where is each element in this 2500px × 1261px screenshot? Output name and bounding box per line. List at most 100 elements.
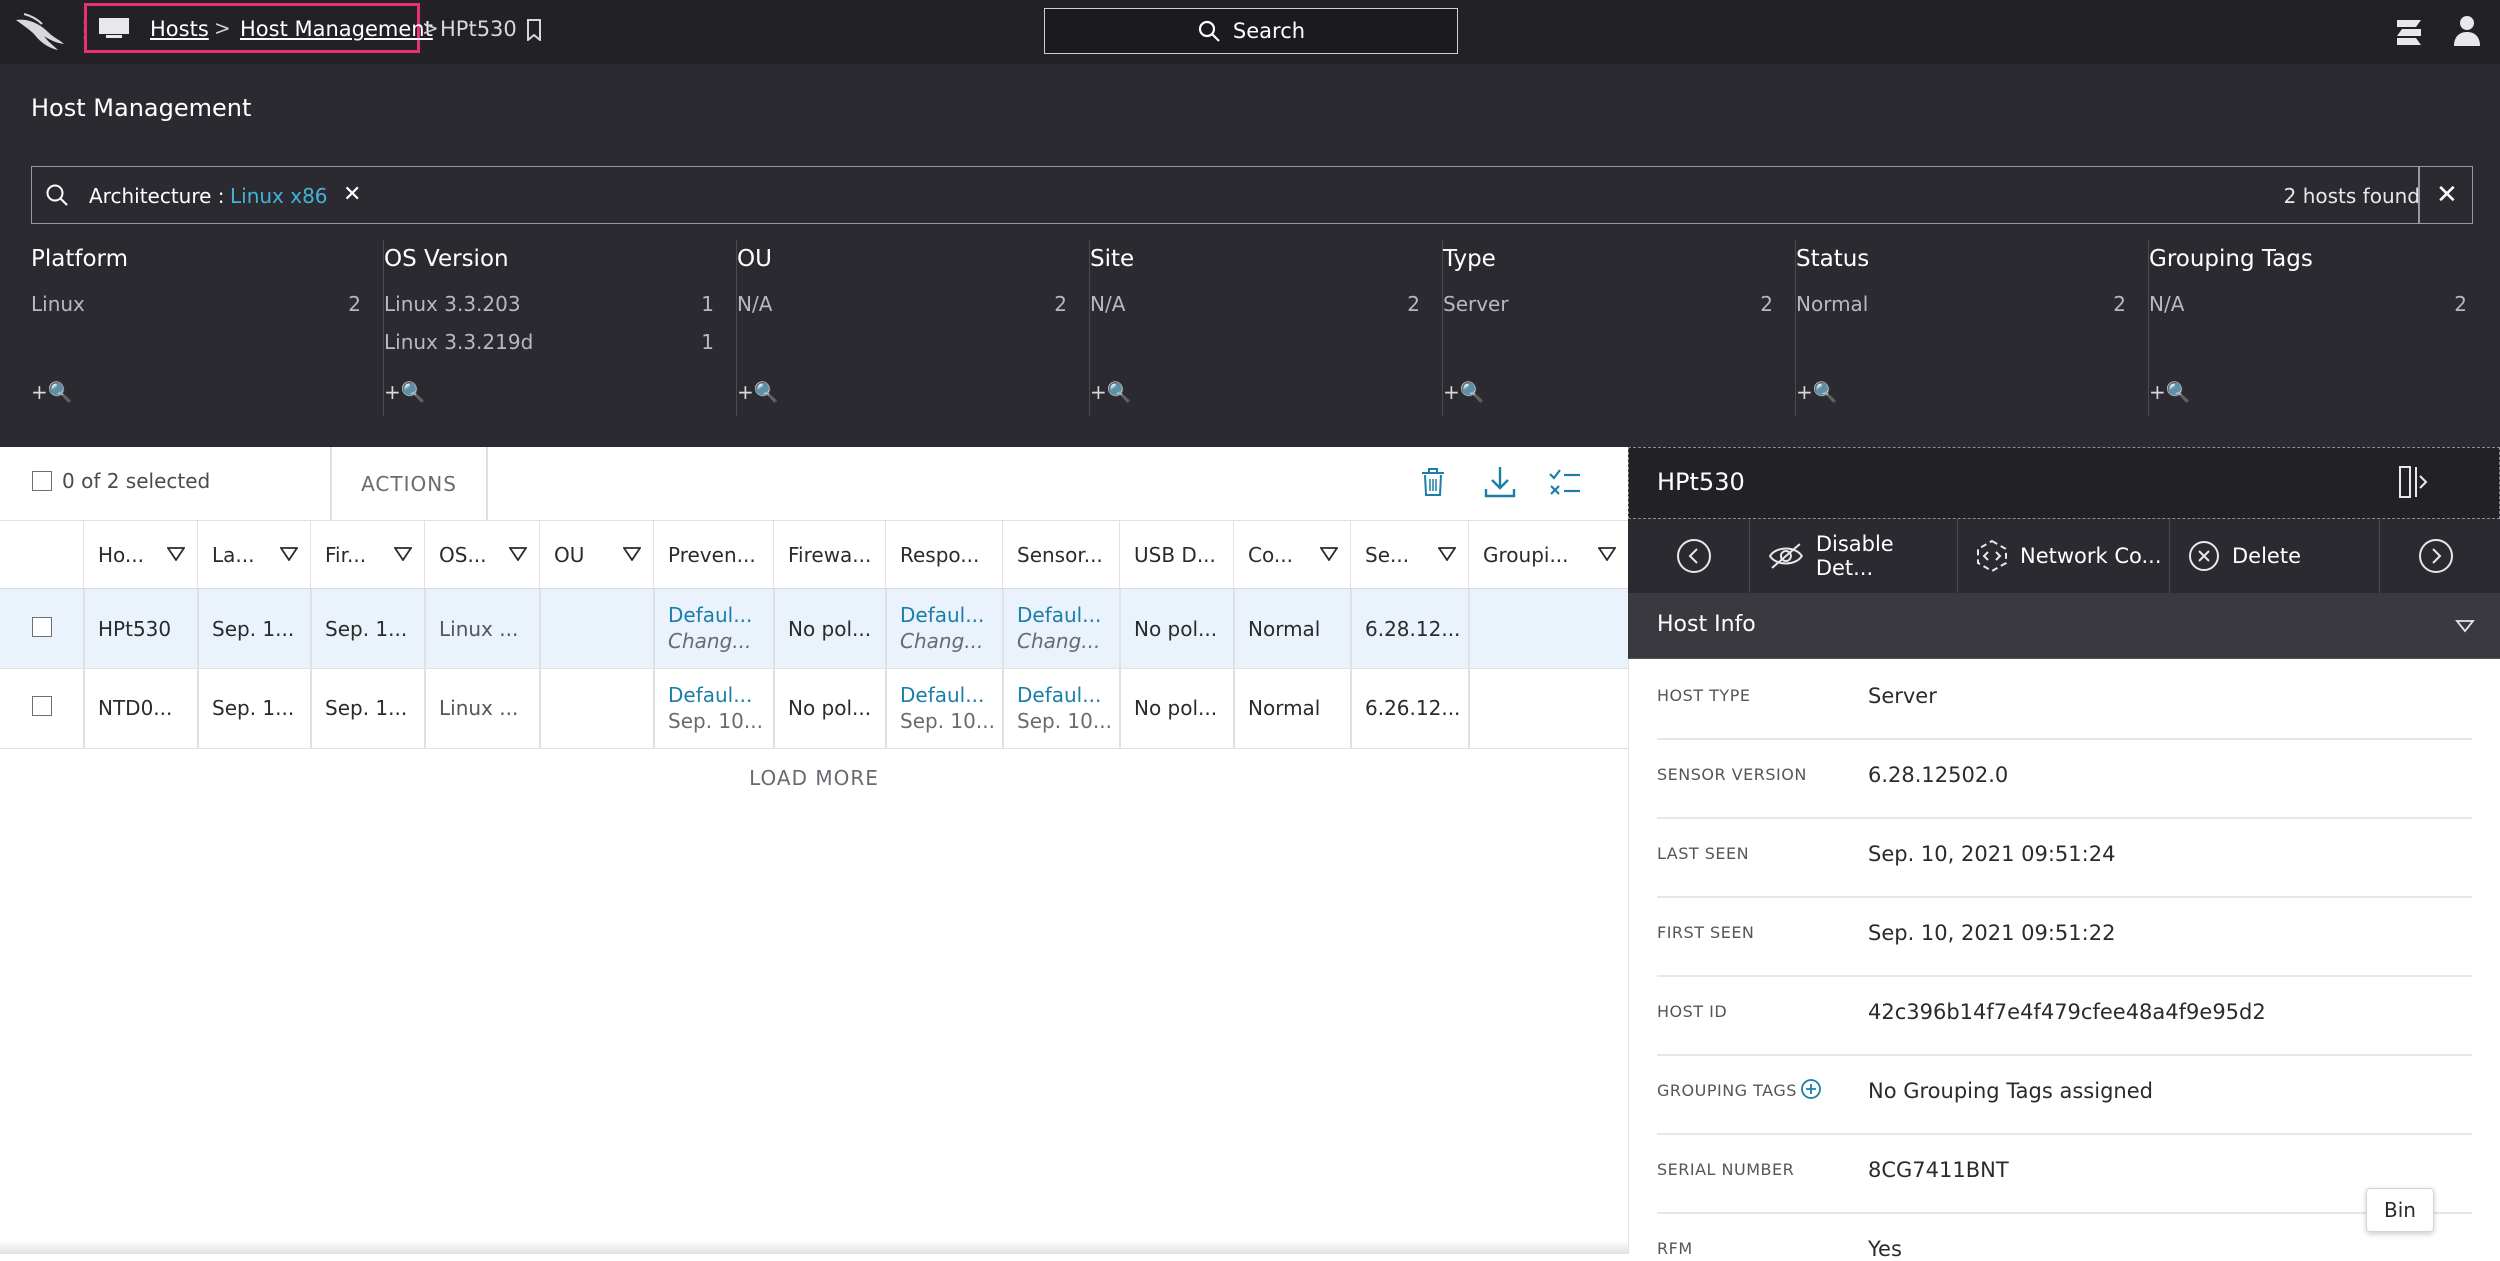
network-contain-button[interactable]: Network Co... xyxy=(1958,519,2170,593)
facet-add-icon[interactable]: +🔍 xyxy=(2149,380,2191,404)
host-info-section-header[interactable] xyxy=(1628,593,2500,659)
cell-sensor-version: 6.26.12... xyxy=(1365,696,1461,720)
breadcrumb-highlight xyxy=(84,3,420,53)
breadcrumb-current: HPt530 xyxy=(440,17,517,41)
cell-os-version: Linux ... xyxy=(439,696,519,720)
cell-hostname[interactable]: NTD0... xyxy=(98,696,173,720)
panel-toggle-icon[interactable] xyxy=(2398,464,2428,500)
facet-add-icon[interactable]: +🔍 xyxy=(1090,380,1132,404)
facet-add-icon[interactable]: +🔍 xyxy=(1796,380,1838,404)
panel-caret xyxy=(30,432,58,446)
facet-row[interactable]: Linux 3.3.203 1 xyxy=(384,292,714,316)
facet-row[interactable]: N/A 2 xyxy=(1090,292,1420,316)
cell-prevention-policy[interactable]: Defaul... xyxy=(668,683,753,707)
field-divider xyxy=(1657,975,2472,977)
column-sensor-version[interactable]: Se... xyxy=(1351,521,1469,589)
host-panel-title: HPt530 xyxy=(1657,468,1745,496)
cell-sensor-version: 6.28.12... xyxy=(1365,617,1461,641)
cell-response-policy[interactable]: Defaul... xyxy=(900,603,985,627)
column-divider xyxy=(1119,589,1121,749)
filter-bar[interactable] xyxy=(31,166,2473,224)
column-usb-device-policy[interactable]: USB D... xyxy=(1120,521,1234,589)
column-hostname[interactable]: Ho... xyxy=(84,521,198,589)
filter-clear-icon[interactable]: ✕ xyxy=(2436,180,2458,210)
facet-row[interactable]: Linux 2 xyxy=(31,292,361,316)
bookmark-icon[interactable] xyxy=(526,19,542,41)
field-divider xyxy=(1657,1212,2472,1214)
checklist-icon[interactable] xyxy=(1548,466,1582,498)
toolbar-divider xyxy=(486,447,488,521)
layers-icon[interactable] xyxy=(2394,16,2424,48)
column-prevention-policy[interactable]: Preven... xyxy=(654,521,774,589)
actions-button[interactable]: ACTIONS xyxy=(361,472,457,496)
column-divider xyxy=(773,589,775,749)
facet-row[interactable]: N/A 2 xyxy=(2149,292,2467,316)
column-last-seen[interactable]: La... xyxy=(198,521,311,589)
search-label: Search xyxy=(1232,19,1306,43)
host-management-header xyxy=(0,64,2500,447)
falcon-logo-icon[interactable] xyxy=(14,10,66,52)
filter-chip-remove-icon[interactable]: ✕ xyxy=(343,182,362,207)
facet-row[interactable]: Server 2 xyxy=(1443,292,1773,316)
breadcrumb-host-management[interactable]: Host Management xyxy=(240,17,433,41)
trash-icon[interactable] xyxy=(1420,467,1446,497)
next-host-button[interactable] xyxy=(2380,519,2500,593)
chevron-left-icon xyxy=(1677,539,1711,573)
column-firewall-policy[interactable]: Firewa... xyxy=(774,521,886,589)
host-actions-bar xyxy=(1628,519,2500,593)
row-checkbox[interactable] xyxy=(32,617,52,637)
facet-os-version: OS Version Linux 3.3.203 1 Linux 3.3.219d… xyxy=(384,240,737,416)
facet-row[interactable]: Normal 2 xyxy=(1796,292,2126,316)
search-button[interactable]: Search xyxy=(1044,8,1458,54)
facet-add-icon[interactable]: +🔍 xyxy=(737,380,779,404)
facet-row[interactable]: N/A 2 xyxy=(737,292,1067,316)
table-row[interactable] xyxy=(0,589,1628,669)
cell-response-status: Sep. 10... xyxy=(900,709,995,733)
cell-hostname[interactable]: HPt530 xyxy=(98,617,172,641)
disable-detections-button[interactable]: Disable Det... xyxy=(1750,519,1958,593)
select-all-checkbox[interactable] xyxy=(32,471,52,491)
toolbar-divider xyxy=(330,447,332,521)
field-value-grouping-tags: No Grouping Tags assigned xyxy=(1868,1079,2153,1103)
cell-response-policy[interactable]: Defaul... xyxy=(900,683,985,707)
column-first-seen[interactable]: Fir... xyxy=(311,521,425,589)
disable-detections-label: Disable Det... xyxy=(1815,532,1894,580)
download-icon[interactable] xyxy=(1484,465,1516,499)
cell-sensor-policy[interactable]: Defaul... xyxy=(1017,603,1102,627)
chevron-right-icon xyxy=(2419,539,2453,573)
column-containment[interactable]: Co... xyxy=(1234,521,1351,589)
facet-type: Type Server 2 +🔍 xyxy=(1443,240,1796,416)
facet-grouping-tags: Grouping Tags N/A 2 +🔍 xyxy=(2149,240,2479,416)
host-info-body xyxy=(1628,659,2500,1254)
column-response-policy[interactable]: Respo... xyxy=(886,521,1003,589)
column-grouping-tags[interactable]: Groupi... xyxy=(1469,521,1628,589)
column-ou[interactable]: OU xyxy=(540,521,654,589)
column-divider xyxy=(424,589,426,749)
cell-last-seen: Sep. 1... xyxy=(212,696,295,720)
breadcrumb-hosts[interactable]: Hosts xyxy=(150,17,209,41)
facet-row[interactable]: Linux 3.3.219d 1 xyxy=(384,330,714,354)
field-label-first-seen: FIRST SEEN xyxy=(1657,923,1755,942)
delete-host-button[interactable]: Delete xyxy=(2170,519,2380,593)
column-divider xyxy=(1233,589,1235,749)
load-more-button[interactable]: LOAD MORE xyxy=(749,766,879,790)
column-os-version[interactable]: OS... xyxy=(425,521,540,589)
cell-prevention-status: Chang... xyxy=(668,629,752,653)
facet-add-icon[interactable]: +🔍 xyxy=(31,380,73,404)
add-tag-icon[interactable] xyxy=(1800,1078,1822,1100)
column-sensor-policy[interactable]: Sensor... xyxy=(1003,521,1120,589)
row-checkbox[interactable] xyxy=(32,696,52,716)
previous-host-button[interactable] xyxy=(1628,519,1750,593)
cell-sensor-policy[interactable]: Defaul... xyxy=(1017,683,1102,707)
filter-icon xyxy=(167,547,185,561)
chevron-down-icon[interactable] xyxy=(2455,618,2475,634)
filter-chip-value[interactable]: Linux x86 xyxy=(230,184,328,208)
field-label-serial-number: SERIAL NUMBER xyxy=(1657,1160,1795,1179)
facet-title: Type xyxy=(1443,246,1496,272)
bin-tooltip: Bin xyxy=(2366,1188,2434,1232)
user-icon[interactable] xyxy=(2452,14,2482,48)
facet-add-icon[interactable]: +🔍 xyxy=(1443,380,1485,404)
facet-add-icon[interactable]: +🔍 xyxy=(384,380,426,404)
table-row[interactable] xyxy=(0,669,1628,749)
cell-prevention-policy[interactable]: Defaul... xyxy=(668,603,753,627)
